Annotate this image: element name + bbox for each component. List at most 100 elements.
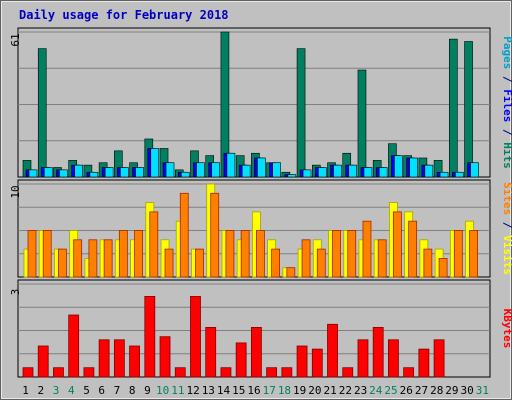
bar-kbytes-day-27 xyxy=(418,348,430,378)
bar-kbytes-day-22 xyxy=(342,367,354,378)
bar-pages-day-12 xyxy=(196,162,205,178)
legend-part: Sites xyxy=(501,182,512,215)
plot-area xyxy=(17,27,491,178)
x-tick-label: 14 xyxy=(217,384,231,397)
x-tick-label: 20 xyxy=(308,384,321,397)
bar-pages-day-17 xyxy=(272,162,281,178)
bar-sites-day-24 xyxy=(377,239,387,278)
bar-kbytes-day-12 xyxy=(190,295,201,378)
bar-pages-day-25 xyxy=(394,155,403,178)
bar-pages-day-29 xyxy=(455,171,464,178)
bar-pages-day-15 xyxy=(241,164,251,178)
bar-pages-day-26 xyxy=(409,157,418,178)
bar-pages-day-2 xyxy=(43,167,53,178)
bar-sites-day-6 xyxy=(103,239,113,278)
x-tick-label: 30 xyxy=(461,384,474,397)
x-tick-label: 29 xyxy=(445,384,458,397)
bar-kbytes-day-20 xyxy=(311,348,323,378)
bar-pages-day-21 xyxy=(333,164,342,178)
bar-sites-day-17 xyxy=(271,248,281,278)
x-tick-label: 11 xyxy=(171,384,184,397)
series-legend: Sites / Visits xyxy=(501,182,512,275)
x-tick-label: 28 xyxy=(430,384,443,397)
bar-pages-day-6 xyxy=(104,167,114,178)
bar-pages-day-22 xyxy=(348,164,358,178)
x-tick-label: 2 xyxy=(38,384,45,397)
bar-pages-day-19 xyxy=(302,169,312,178)
bar-kbytes-day-26 xyxy=(403,367,415,378)
bar-kbytes-day-23 xyxy=(357,339,369,378)
bar-pages-day-9 xyxy=(150,148,160,178)
bar-kbytes-day-11 xyxy=(174,367,186,378)
bar-sites-day-7 xyxy=(118,230,128,278)
panel-kbytes: 3 KBytes xyxy=(9,279,512,378)
bar-pages-day-7 xyxy=(120,167,129,178)
bar-pages-day-27 xyxy=(424,164,434,178)
bar-pages-day-4 xyxy=(74,164,83,178)
bar-hits-day-19 xyxy=(296,48,306,178)
bar-pages-day-20 xyxy=(317,167,327,178)
x-tick-label: 24 xyxy=(369,384,383,397)
bar-kbytes-day-19 xyxy=(296,345,308,378)
x-tick-label: 5 xyxy=(83,384,90,397)
bar-hits-day-29 xyxy=(449,38,458,178)
x-tick-label: 4 xyxy=(68,384,75,397)
x-tick-label: 17 xyxy=(263,384,276,397)
x-tick-label: 7 xyxy=(114,384,121,397)
bar-kbytes-day-5 xyxy=(83,367,95,378)
bar-kbytes-day-16 xyxy=(250,326,262,378)
bar-hits-day-2 xyxy=(37,48,47,178)
x-tick-label: 22 xyxy=(339,384,352,397)
x-tick-label: 10 xyxy=(156,384,169,397)
bar-kbytes-day-25 xyxy=(388,339,399,378)
bar-kbytes-day-21 xyxy=(327,323,338,378)
bar-sites-day-10 xyxy=(164,248,174,278)
bar-pages-day-18 xyxy=(287,174,297,178)
legend-part: Visits xyxy=(501,235,512,275)
bar-sites-day-21 xyxy=(332,230,341,278)
bar-kbytes-day-10 xyxy=(159,336,171,378)
legend-part: Hits xyxy=(501,142,512,169)
bar-kbytes-day-4 xyxy=(68,314,80,378)
bar-kbytes-day-2 xyxy=(37,345,49,378)
bar-pages-day-5 xyxy=(89,171,99,178)
bar-kbytes-day-8 xyxy=(129,345,140,378)
bar-pages-day-1 xyxy=(28,169,38,178)
bar-sites-day-11 xyxy=(179,192,189,278)
bar-sites-day-20 xyxy=(316,248,326,278)
bar-pages-day-13 xyxy=(211,162,221,178)
x-tick-label: 9 xyxy=(144,384,151,397)
x-tick-label: 26 xyxy=(400,384,413,397)
bar-sites-day-5 xyxy=(88,239,98,278)
legend-part: KBytes xyxy=(501,309,512,349)
x-tick-label: 6 xyxy=(98,384,105,397)
legend-part: Pages xyxy=(501,36,512,69)
x-tick-label: 31 xyxy=(476,384,489,397)
bar-pages-day-8 xyxy=(135,167,144,178)
bar-sites-day-4 xyxy=(73,239,83,278)
legend-part: / xyxy=(501,122,512,142)
bar-sites-day-16 xyxy=(255,230,265,278)
bar-sites-day-3 xyxy=(58,248,67,278)
bar-kbytes-day-18 xyxy=(281,367,293,378)
legend-part: Files xyxy=(501,89,512,122)
x-tick-label: 16 xyxy=(247,384,260,397)
bar-sites-day-30 xyxy=(469,230,478,278)
bar-kbytes-day-15 xyxy=(235,342,247,378)
bar-sites-day-22 xyxy=(347,230,357,278)
series-legend: KBytes xyxy=(501,309,512,349)
bar-kbytes-day-17 xyxy=(266,367,278,378)
bar-sites-day-12 xyxy=(195,248,204,278)
panel-visits_sites: 10 Sites / Visits xyxy=(9,179,512,278)
bar-sites-day-18 xyxy=(286,267,296,278)
x-tick-label: 15 xyxy=(232,384,245,397)
bar-sites-day-15 xyxy=(240,230,250,278)
x-tick-label: 27 xyxy=(415,384,428,397)
bar-sites-day-25 xyxy=(393,211,402,278)
bar-kbytes-day-24 xyxy=(372,326,384,378)
x-tick-label: 21 xyxy=(324,384,337,397)
bar-sites-day-29 xyxy=(453,230,463,278)
bar-sites-day-8 xyxy=(134,230,143,278)
